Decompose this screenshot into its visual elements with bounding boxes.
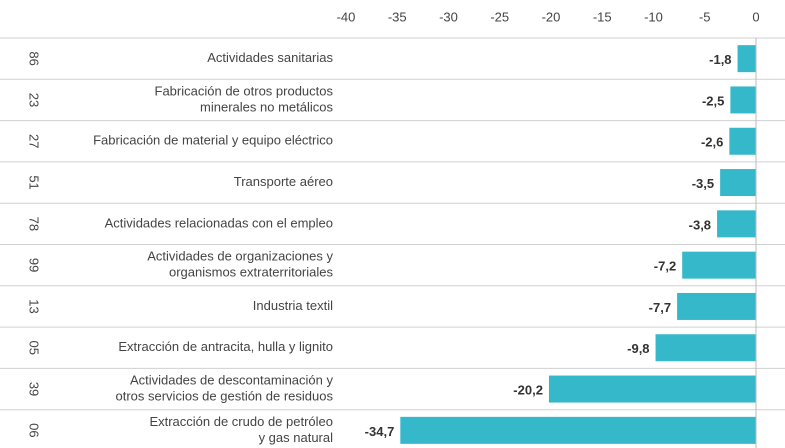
category-code: 86 — [27, 51, 42, 65]
value-label: -1,8 — [709, 52, 731, 67]
bar — [655, 334, 756, 362]
category-label: Fabricación de otros productos — [155, 83, 334, 98]
category-code: 51 — [27, 175, 42, 189]
category-code: 23 — [27, 93, 42, 107]
category-label: y gas natural — [259, 430, 334, 445]
category-label: Actividades sanitarias — [207, 50, 333, 65]
category-label: Transporte aéreo — [234, 174, 333, 189]
category-label: Fabricación de material y equipo eléctri… — [93, 133, 333, 148]
x-tick-label: -10 — [644, 9, 663, 24]
bar — [720, 169, 756, 197]
bar — [548, 375, 756, 403]
bar — [400, 416, 756, 444]
bar — [682, 251, 756, 279]
x-tick-label: 0 — [752, 9, 759, 24]
category-code: 99 — [27, 258, 42, 272]
value-label: -2,6 — [701, 135, 723, 150]
value-label: -20,2 — [513, 382, 543, 397]
category-code: 78 — [27, 217, 42, 231]
category-label: Actividades relacionadas con el empleo — [105, 215, 333, 230]
x-tick-label: -40 — [337, 9, 356, 24]
category-label: Extracción de crudo de petróleo — [149, 414, 333, 429]
x-tick-label: -30 — [439, 9, 458, 24]
category-code: 13 — [27, 299, 42, 313]
x-tick-label: -25 — [490, 9, 509, 24]
category-label: Actividades de organizaciones y — [147, 249, 333, 264]
category-label: Actividades de descontaminación y — [130, 372, 334, 387]
bar — [717, 210, 756, 238]
value-label: -3,8 — [689, 217, 711, 232]
category-code: 27 — [27, 134, 42, 148]
category-label: organismos extraterritoriales — [169, 265, 334, 280]
category-label: Extracción de antracita, hulla y lignito — [118, 339, 333, 354]
category-code: 05 — [27, 341, 42, 355]
value-label: -2,5 — [702, 93, 724, 108]
x-tick-label: -5 — [699, 9, 711, 24]
value-label: -7,7 — [649, 300, 671, 315]
category-label: Industria textil — [253, 298, 333, 313]
category-label: otros servicios de gestión de residuos — [115, 388, 333, 403]
bar — [729, 127, 756, 155]
value-label: -9,8 — [627, 341, 649, 356]
category-code: 06 — [27, 423, 42, 437]
x-tick-label: -35 — [388, 9, 407, 24]
bar — [677, 292, 756, 320]
value-label: -34,7 — [365, 424, 395, 439]
category-code: 39 — [27, 382, 42, 396]
category-label: minerales no metálicos — [200, 99, 333, 114]
value-label: -3,5 — [692, 176, 714, 191]
bar — [737, 45, 756, 73]
bar — [730, 86, 756, 114]
x-tick-label: -15 — [593, 9, 612, 24]
value-label: -7,2 — [654, 259, 676, 274]
x-tick-label: -20 — [542, 9, 561, 24]
